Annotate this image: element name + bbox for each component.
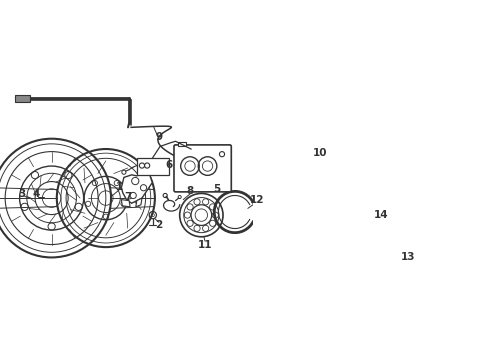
FancyBboxPatch shape [174, 145, 231, 192]
Text: 7: 7 [124, 192, 132, 202]
Text: 10: 10 [313, 148, 327, 158]
Text: 3: 3 [18, 189, 25, 199]
Text: 12: 12 [249, 195, 264, 204]
Bar [137, 158, 169, 175]
Polygon shape [178, 142, 186, 147]
Text: 9: 9 [155, 132, 163, 141]
Text: 8: 8 [186, 186, 194, 196]
Bar [16, 95, 30, 102]
Polygon shape [136, 198, 142, 207]
Ellipse shape [389, 216, 415, 246]
Text: 4: 4 [33, 189, 40, 199]
Polygon shape [122, 172, 152, 203]
Polygon shape [122, 199, 130, 207]
Text: 5: 5 [213, 184, 220, 194]
Text: 13: 13 [401, 252, 415, 262]
Text: 14: 14 [374, 210, 388, 220]
Text: 1: 1 [116, 182, 123, 192]
Ellipse shape [396, 224, 407, 237]
Text: 11: 11 [197, 239, 212, 249]
Text: 6: 6 [166, 159, 173, 170]
Text: 2: 2 [155, 220, 163, 230]
